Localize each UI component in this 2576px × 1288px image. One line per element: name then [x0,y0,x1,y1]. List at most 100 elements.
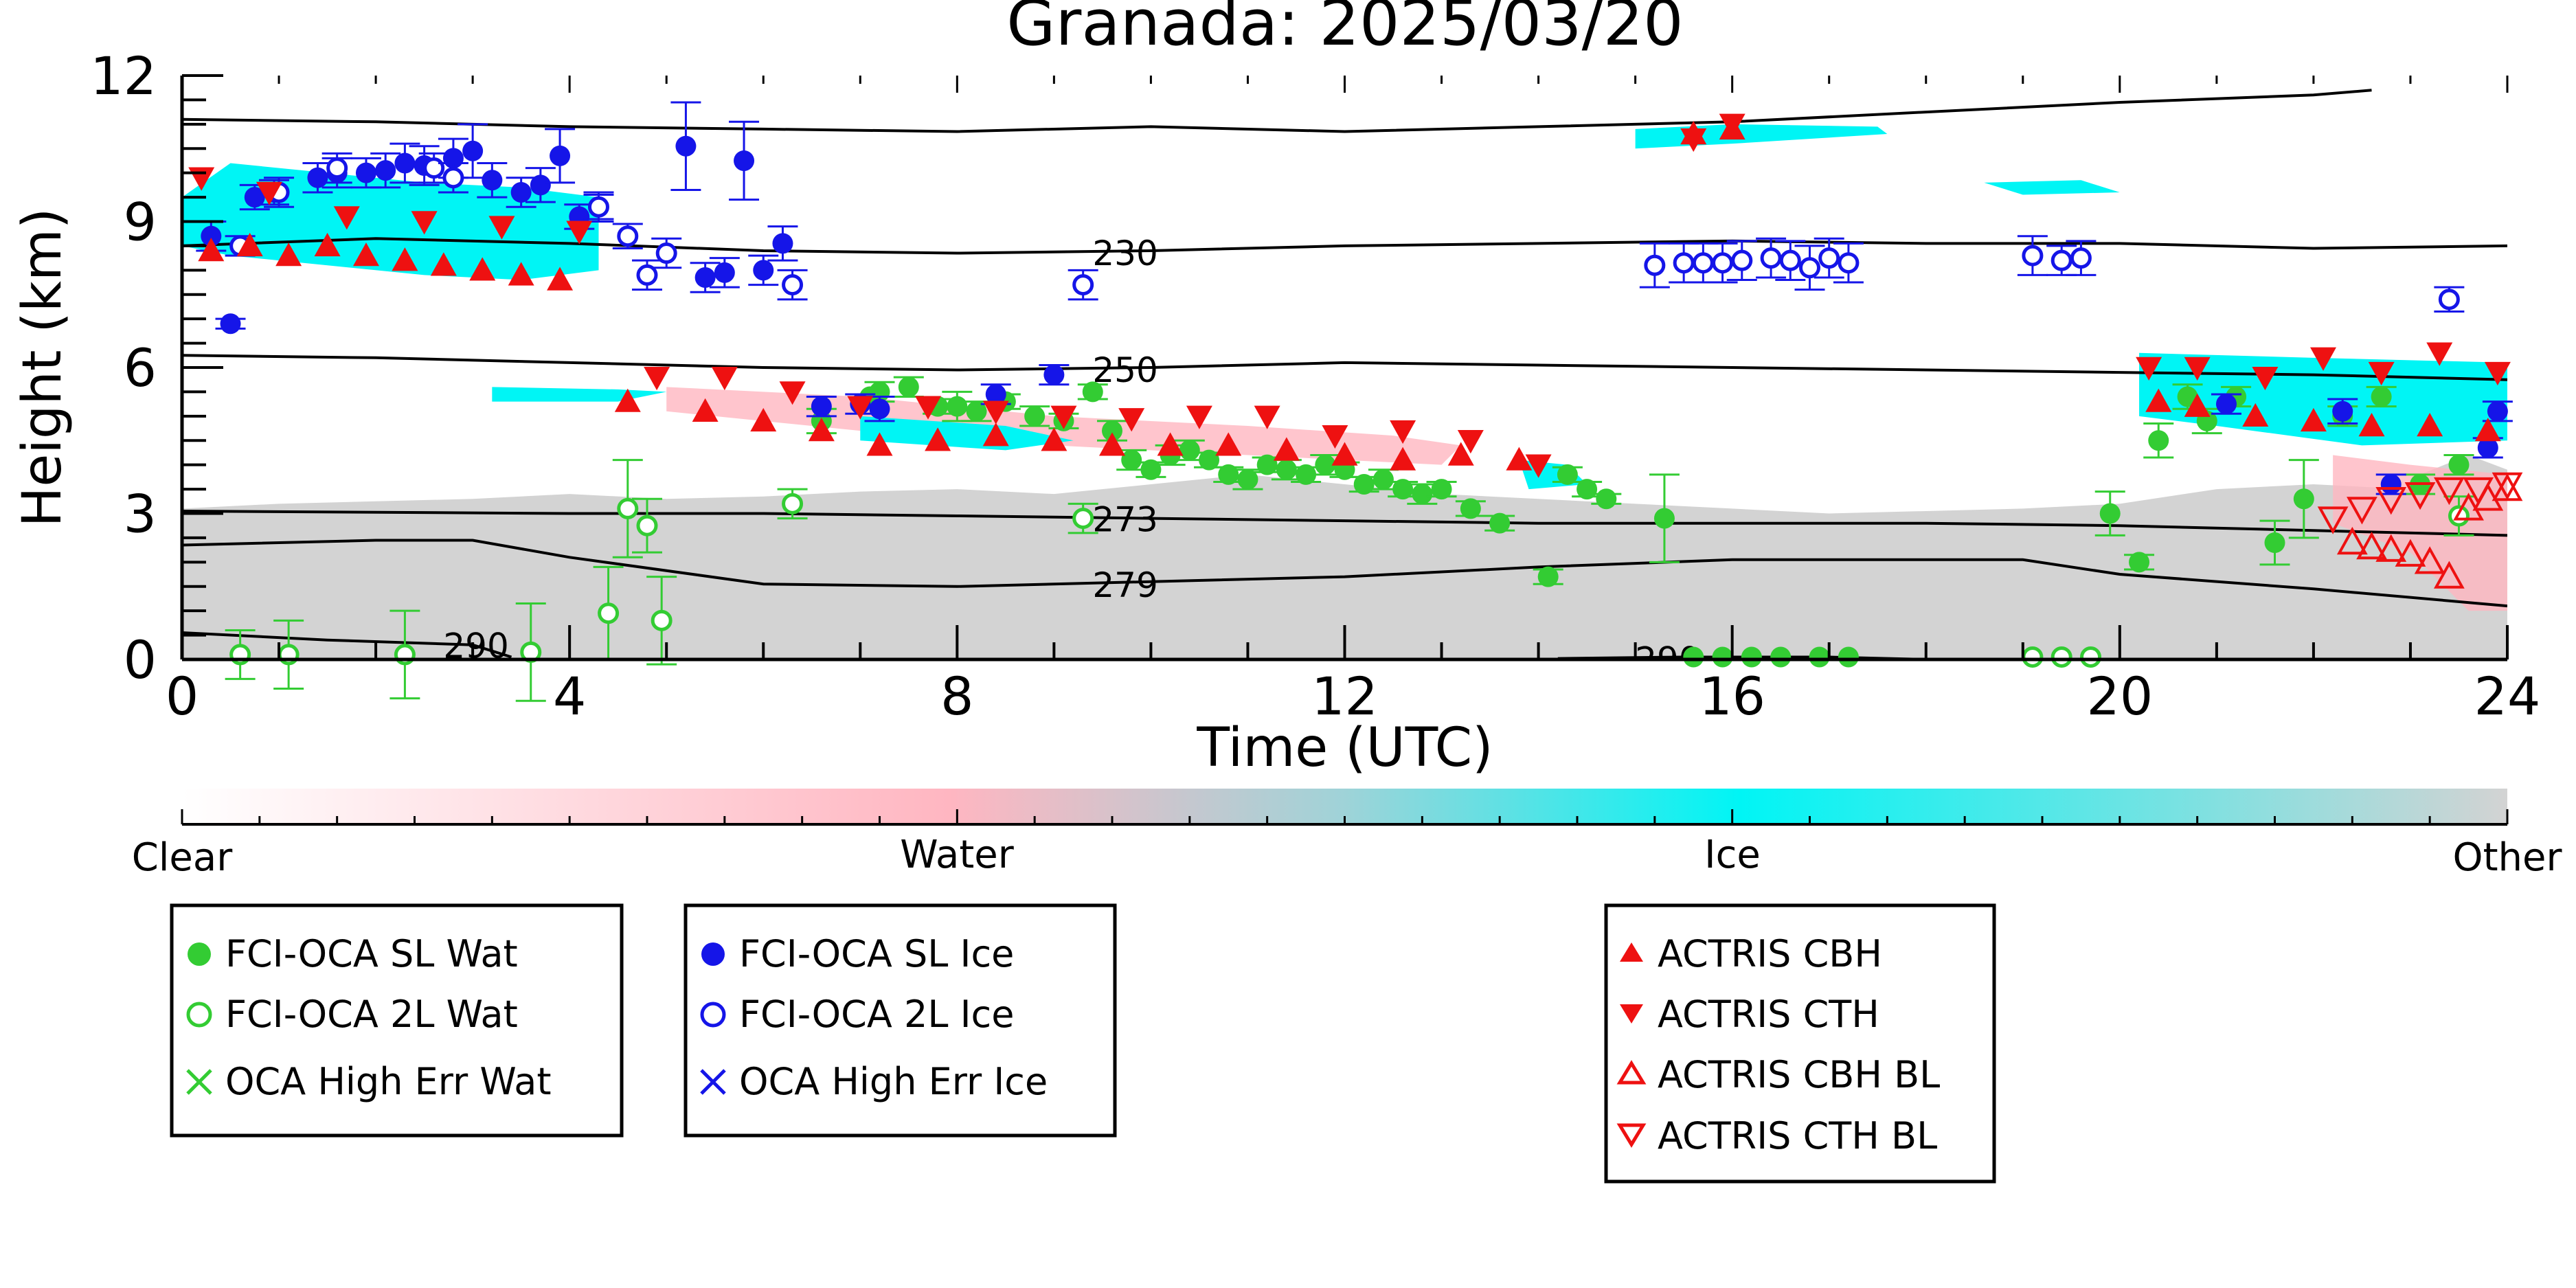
data-point [2336,526,2368,555]
data-point [430,252,457,276]
legend-ice-marker-higherr [700,1069,726,1095]
data-point [1719,113,1745,137]
y-tick-label: 6 [124,337,157,398]
legend-ice-marker-sl [701,942,725,966]
data-point [2215,394,2237,415]
data-point [1331,442,1358,466]
data-point [1489,512,1511,534]
data-point [1447,442,1474,466]
data-point [2252,366,2279,391]
data-markers [188,101,2523,702]
data-point [1799,257,1820,279]
data-point [333,206,360,230]
data-point [1460,498,1481,519]
data-point [1082,381,1103,403]
data-point [2347,497,2377,525]
data-point [782,493,804,515]
data-point [2145,388,2172,412]
data-point [2184,393,2211,417]
x-tick-label: 20 [2086,666,2153,727]
data-point [636,515,658,536]
data-point [508,262,534,286]
data-point [2484,361,2511,386]
data-point [1390,447,1416,471]
cloud-mask-region-ice [1635,124,1888,149]
axis-ticks: 0 4 8 12 16 20 24 0 3 6 9 12 [90,45,2540,727]
data-point [566,221,593,245]
data-point [2463,477,2494,506]
legend-ice-label-higherr: OCA High Err Ice [739,1060,1048,1103]
data-point [617,497,639,519]
isotherm-label: 230 [1092,234,1157,273]
data-point [772,233,793,254]
legend-water-marker-sl [188,942,211,966]
data-point [2492,472,2523,501]
data-point [1741,646,1762,668]
data-point [2375,487,2407,515]
data-point [2080,646,2102,668]
data-point [2356,531,2387,560]
data-point [1712,252,1734,274]
data-point [1140,459,1162,480]
data-point [201,225,222,247]
data-point [2148,430,2169,451]
data-point [1644,254,1666,276]
cloud-mask-region-ice [860,416,1074,451]
data-point [982,422,1009,447]
x-tick-label: 4 [553,666,586,727]
isotherm-line [182,631,512,659]
colorbar-label-ice: Ice [1704,833,1761,877]
data-point [2317,506,2349,534]
isotherm-label: 279 [1092,565,1157,605]
y-tick-label: 3 [124,484,157,545]
data-point [326,157,348,179]
cloud-mask-region-ice [1984,180,2120,195]
data-point [2050,249,2072,271]
data-point [982,400,1009,425]
data-point [1254,405,1280,429]
data-point [898,376,919,398]
legend-actris-box [1604,903,1996,1184]
data-point [2184,357,2211,381]
data-point [1043,364,1065,385]
data-point [1237,468,1258,490]
legend-actris-label-cbh: ACTRIS CBH [1658,932,1882,975]
data-point [2433,561,2465,589]
colorbar-ticks [181,809,2509,824]
data-point [2050,646,2072,668]
isotherm-line [182,237,2507,255]
data-point [236,232,263,257]
colorbar-label-clear: Clear [132,835,233,880]
legend-actris-marker-cbh [1620,942,1643,962]
series-actris-cth-bl [2317,472,2523,534]
data-point [808,418,835,442]
data-point [1041,427,1067,451]
legend-ice-box [683,903,1117,1138]
legend-actris-label-cbh-bl: ACTRIS CBH BL [1658,1053,1940,1096]
data-point [1050,405,1077,429]
legend-water-marker-2l [186,1002,212,1028]
data-point [488,216,515,240]
data-point [2022,646,2044,668]
data-point [1809,646,1830,668]
series-fci-oca-2l-ice [225,152,2465,313]
data-point [1673,252,1695,274]
data-point [1315,454,1336,475]
data-point [925,427,951,451]
data-point [1779,249,1801,271]
data-point [1102,420,1122,442]
data-point [1157,432,1184,456]
isotherm-line [182,539,2507,608]
data-point [411,211,438,235]
legend-actris-marker-cbh-bl [1616,1060,1647,1085]
data-point [2433,477,2465,506]
isotherm-label: 290 [443,626,508,666]
series-fci-oca-2l-wat [225,459,2474,702]
data-point [1218,464,1239,485]
data-point [714,262,735,283]
data-point [1199,449,1220,471]
data-point [2300,407,2327,432]
data-point [655,242,677,264]
